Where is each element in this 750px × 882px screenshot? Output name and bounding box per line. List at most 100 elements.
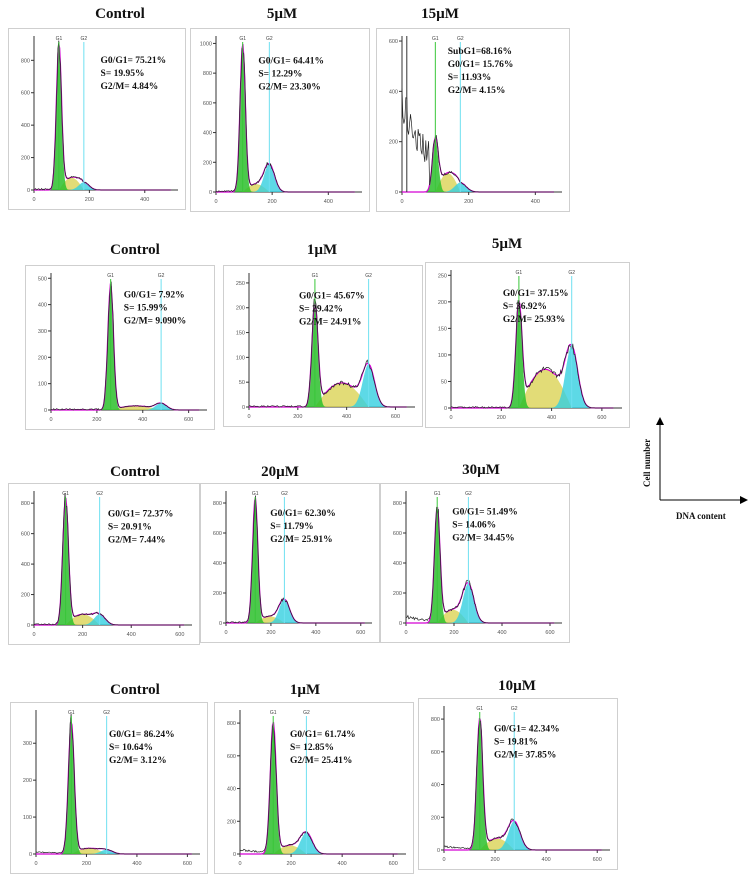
y-tick-label: 600: [21, 532, 30, 538]
panel-title: 20µM: [261, 464, 299, 480]
y-tick-label: 0: [44, 408, 47, 414]
y-tick-label: 100: [38, 382, 47, 388]
x-tick-label: 200: [266, 630, 275, 636]
x-tick-label: 200: [490, 857, 499, 863]
x-tick-label: 600: [597, 415, 606, 421]
gate-label: G1: [312, 273, 319, 279]
x-tick-label: 400: [138, 417, 147, 423]
phase-percentage: S= 10.64%: [109, 743, 153, 753]
legend-ylabel: Cell number: [642, 439, 652, 487]
x-tick-label: 0: [32, 197, 35, 203]
raw-histogram-trace: [215, 48, 355, 193]
x-tick-label: 0: [32, 632, 35, 638]
phase-percentage: G0/G1= 86.24%: [109, 730, 175, 740]
gate-label: G2: [96, 491, 103, 497]
y-tick-label: 600: [227, 754, 236, 760]
phase-percentage: S= 20.91%: [108, 523, 152, 533]
legend-x-arrow: [740, 496, 748, 504]
raw-histogram-trace: [225, 495, 365, 624]
raw-histogram-trace: [239, 725, 398, 855]
gate-label: G2: [303, 710, 310, 716]
x-tick-label: 200: [82, 861, 91, 867]
raw-histogram-trace: [450, 300, 614, 409]
phase-percentage: S= 19.95%: [101, 69, 145, 79]
g1-peak-area: [402, 137, 554, 192]
s-phase-area: [51, 405, 200, 410]
phase-percentage: G0/G1= 15.76%: [448, 60, 514, 70]
y-tick-label: 600: [393, 531, 402, 537]
y-tick-label: 600: [203, 101, 212, 107]
gate-label: G1: [270, 710, 277, 716]
gate-label: G1: [68, 710, 75, 716]
y-tick-label: 400: [213, 561, 222, 567]
gate-label: G2: [158, 273, 165, 279]
gate-label: G1: [434, 491, 441, 497]
y-tick-label: 200: [389, 140, 398, 146]
x-tick-label: 600: [183, 861, 192, 867]
x-tick-label: 0: [34, 861, 37, 867]
y-tick-label: 400: [389, 89, 398, 95]
g1-peak-area: [34, 43, 171, 191]
histogram-panel: 0 200 400 600 800 0 200 400 600 G1 G2 G0/G1= 51.49%…: [380, 483, 570, 643]
y-tick-label: 400: [431, 783, 440, 789]
x-tick-label: 600: [175, 632, 184, 638]
x-tick-label: 600: [389, 861, 398, 867]
gate-label: G1: [56, 36, 63, 42]
y-tick-label: 200: [203, 160, 212, 166]
phase-percentage: G2/M= 23.30%: [258, 82, 320, 92]
x-tick-label: 400: [132, 861, 141, 867]
panel-title: Control: [110, 242, 160, 258]
y-tick-label: 0: [437, 848, 440, 854]
x-tick-label: 400: [531, 199, 540, 205]
y-tick-label: 150: [438, 326, 447, 332]
x-tick-label: 200: [92, 417, 101, 423]
gate-label: G1: [62, 491, 69, 497]
y-tick-label: 100: [23, 815, 32, 821]
x-tick-label: 600: [356, 630, 365, 636]
phase-percentage: G0/G1= 72.37%: [108, 510, 174, 520]
phase-percentage: G2/M= 3.12%: [109, 756, 167, 766]
x-tick-label: 200: [293, 414, 302, 420]
gate-label: G2: [266, 36, 273, 42]
x-tick-label: 400: [342, 414, 351, 420]
histogram-panel: 0 50 100 150 200 250 0 200 400 600 G1 G2 G0/G1= 45.6…: [223, 265, 423, 427]
y-tick-label: 0: [233, 852, 236, 858]
y-tick-label: 200: [227, 819, 236, 825]
y-tick-label: 800: [213, 501, 222, 507]
gate-label: G1: [432, 36, 439, 42]
phase-percentage: S= 11.93%: [448, 73, 491, 83]
gate-label: G1: [516, 270, 523, 276]
histogram-panel: 0 200 400 600 800 0 200 400 600 G1 G2 G0/G1= 62.30%…: [200, 483, 380, 643]
y-tick-label: 400: [227, 787, 236, 793]
histogram-panel: 0 200 400 600 800 0 200 400 600 G1 G2 G0/G1= 61.74%…: [214, 702, 414, 874]
s-phase-area: [249, 382, 407, 407]
y-tick-label: 800: [203, 71, 212, 77]
phase-percentage: S= 29.42%: [299, 305, 343, 315]
phase-percentage: S= 14.06%: [452, 521, 496, 531]
y-tick-label: 100: [438, 353, 447, 359]
raw-histogram-trace: [443, 720, 602, 851]
raw-histogram-trace: [35, 713, 192, 855]
y-tick-label: 800: [21, 501, 30, 507]
raw-histogram-trace: [405, 506, 555, 624]
g2-peak-area: [444, 821, 602, 850]
raw-histogram-trace: [33, 493, 185, 626]
x-tick-label: 0: [442, 857, 445, 863]
y-tick-label: 600: [21, 91, 30, 97]
g1-peak-area: [406, 507, 555, 623]
phase-percentage: S= 12.85%: [290, 743, 334, 753]
gate-label: G2: [365, 273, 372, 279]
g1-peak-area: [226, 498, 365, 623]
panel-title: Control: [110, 464, 160, 480]
panel-title: Control: [110, 682, 160, 698]
g2-peak-area: [249, 364, 407, 407]
y-tick-label: 800: [393, 501, 402, 507]
phase-percentage: G0/G1= 42.34%: [494, 725, 560, 735]
histogram-panel: 0 200 400 600 800 0 200 400 600 G1 G2 G0/G1= 72.37%…: [8, 483, 200, 645]
x-tick-label: 200: [85, 197, 94, 203]
g2-peak-area: [36, 849, 192, 854]
s-phase-area: [451, 369, 614, 408]
phase-percentage: G2/M= 25.91%: [270, 535, 332, 545]
phase-percentage: S= 15.99%: [124, 303, 168, 313]
panel-frame: [8, 28, 186, 210]
